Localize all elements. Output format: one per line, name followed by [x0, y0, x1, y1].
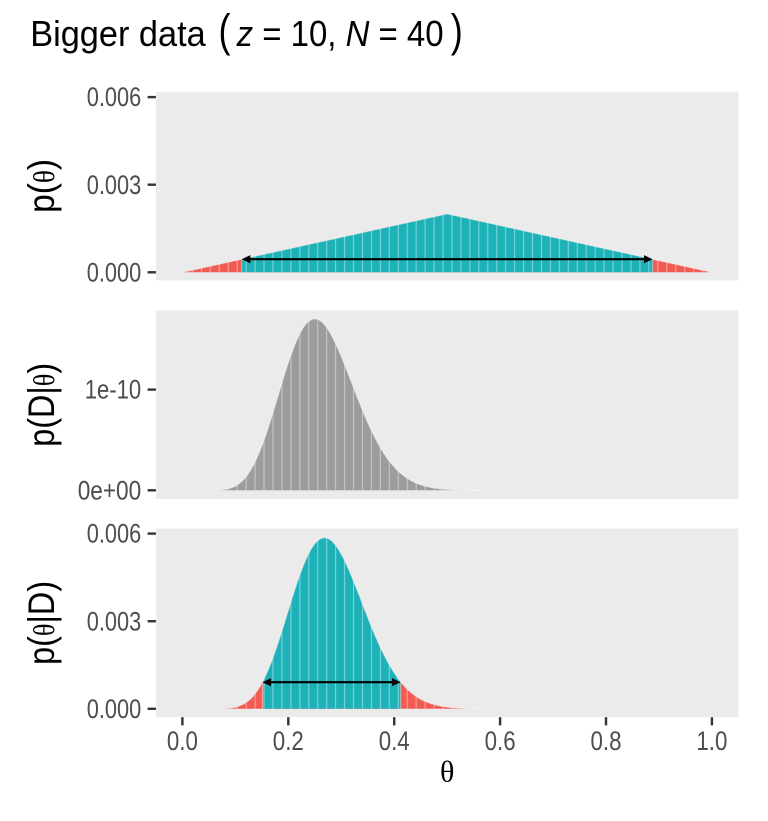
svg-text:0.000: 0.000 — [87, 257, 141, 287]
svg-text:0.2: 0.2 — [273, 726, 304, 756]
svg-text:0.006: 0.006 — [87, 82, 141, 112]
svg-text:p(θ|D): p(θ|D) — [21, 581, 62, 665]
svg-text:(: ( — [219, 5, 231, 56]
svg-text:0.003: 0.003 — [87, 170, 141, 200]
svg-text:): ) — [451, 5, 463, 56]
svg-text:0.4: 0.4 — [379, 726, 410, 756]
svg-text:p(θ): p(θ) — [21, 159, 62, 213]
svg-text:0.003: 0.003 — [87, 606, 141, 636]
svg-text:θ: θ — [440, 756, 454, 789]
svg-text:0.006: 0.006 — [87, 519, 141, 549]
svg-text:0e+00: 0e+00 — [78, 475, 142, 505]
svg-text:0.8: 0.8 — [591, 726, 622, 756]
svg-text:0.6: 0.6 — [485, 726, 516, 756]
svg-text:0.000: 0.000 — [87, 694, 141, 724]
svg-text:p(D|θ): p(D|θ) — [21, 363, 62, 447]
svg-text:1.0: 1.0 — [696, 726, 727, 756]
svg-text:1e-10: 1e-10 — [85, 375, 142, 405]
svg-text:z = 10, N = 40: z = 10, N = 40 — [236, 13, 444, 54]
svg-text:0.0: 0.0 — [167, 726, 198, 756]
svg-text:Bigger data: Bigger data — [30, 13, 206, 54]
